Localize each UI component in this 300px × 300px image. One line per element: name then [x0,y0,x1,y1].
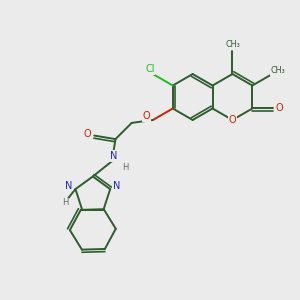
Text: Cl: Cl [145,64,155,74]
Text: N: N [113,181,120,190]
Text: O: O [229,115,236,125]
Text: H: H [62,199,68,208]
Text: CH₃: CH₃ [270,66,285,75]
Text: CH₃: CH₃ [225,40,240,49]
Text: N: N [65,181,73,190]
Text: H: H [122,163,129,172]
Text: O: O [142,111,150,122]
Text: O: O [83,129,91,140]
Text: O: O [276,103,283,113]
Text: N: N [110,151,117,161]
